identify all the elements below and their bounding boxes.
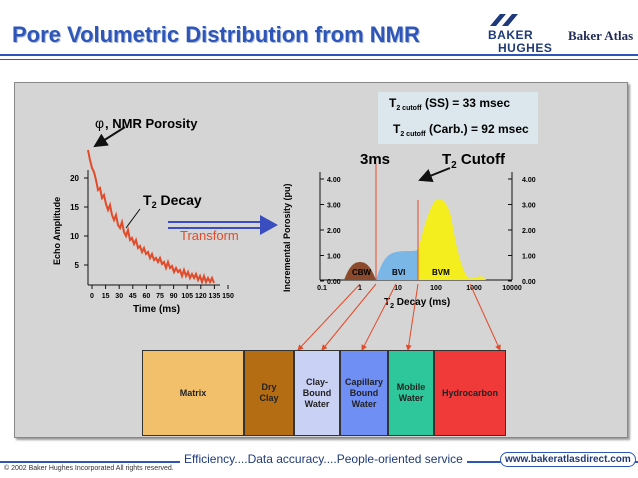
3ms-label: 3ms [360,151,390,168]
decay-xtick-label: 45 [129,293,137,300]
decay-xtick-label: 30 [115,293,123,300]
bvi-region [376,250,418,280]
cbw-region [344,262,376,280]
t2-cutoff-label: T2 Cutoff [442,151,506,171]
dist-ytick-right-label: 0.00 [522,279,536,286]
clay-bound-water-box: Clay-Bound Water [294,350,340,436]
decay-ytick-label: 5 [75,261,80,270]
page-title: Pore Volumetric Distribution from NMR [12,22,420,47]
logo-baker-hughes-line1: BAKER [488,28,534,42]
clay-bound-water-label: Clay-Bound Water [302,376,332,409]
decay-xtick-label: 105 [181,293,193,300]
dist-ytick-right-label: 2.00 [522,228,536,235]
mapping-arrows [297,283,501,351]
dist-ytick-right-label: 1.00 [522,254,536,261]
decay-ytick-label: 15 [70,203,79,212]
decay-xtick-label: 0 [90,293,94,300]
decay-xtick-label: 120 [195,293,207,300]
cutoff-info-box [378,92,538,144]
dry-clay-box: Dry Clay [244,350,294,436]
decay-xtick-label: 15 [102,293,110,300]
time-axis-label: Time (ms) [133,304,180,315]
echo-decay-curve [87,149,215,286]
decay-xtick-label: 150 [222,293,234,300]
matrix-label: Matrix [179,387,207,398]
mobile-water-label: Mobile Water [396,382,426,403]
dist-xtick-label: 10 [394,285,402,292]
incremental-porosity-axis-label: Incremental Porosity (pu) [282,183,292,292]
cutoff-ss-text: T2 cutoff (SS) = 33 msec [389,96,510,112]
bvm-region [418,199,486,280]
bvi-label: BVI [392,268,405,277]
website-link[interactable]: www.bakeratlasdirect.com [500,452,636,467]
logo-baker-atlas: Baker Atlas [568,28,634,43]
dist-xtick-label: 0.1 [317,285,327,292]
dist-ytick-left-label: 4.00 [327,177,341,184]
hydrocarbon-box: Hydrocarbon [434,350,506,436]
dist-xtick-label: 10000 [502,285,522,292]
dist-xtick-label: 1000 [466,285,482,292]
footer-tagline: Efficiency....Data accuracy....People-or… [180,452,467,466]
nmr-porosity-label: , NMR Porosity [105,116,198,131]
copyright-text: © 2002 Baker Hughes Incorporated All rig… [4,465,174,472]
dist-ytick-left-label: 2.00 [327,228,341,235]
logo-baker-hughes-line2: HUGHES [498,41,553,55]
decay-xtick-label: 60 [143,293,151,300]
dist-ytick-left-label: 3.00 [327,203,341,210]
hydrocarbon-label: Hydrocarbon [441,387,498,398]
decay-xtick-label: 135 [209,293,221,300]
dist-xtick-label: 1 [358,285,362,292]
decay-xtick-label: 90 [170,293,178,300]
t2-distribution-plot: 4.00 3.00 2.00 1.00 0.00 4.00 3.00 2.00 1.00 0.0… [282,151,536,310]
echo-amplitude-axis-label: Echo Amplitude [52,197,62,265]
decay-ytick-label: 20 [70,174,79,183]
dist-ytick-right-label: 3.00 [522,203,536,210]
cbw-label: CBW [352,268,372,277]
capillary-bound-water-box: Capillary Bound Water [340,350,388,436]
capillary-bound-water-label: Capillary Bound Water [344,376,384,409]
bvm-label: BVM [432,268,450,277]
cutoff-carb-text: T2 cutoff (Carb.) = 92 msec [393,122,529,138]
header-rule [0,54,638,56]
dist-ytick-left-label: 0.00 [327,279,341,286]
dist-xtick-label: 100 [430,285,442,292]
dry-clay-label: Dry Clay [259,382,279,403]
t2-decay-label: T2 Decay [143,192,202,210]
header-rule-thin [0,59,638,60]
t2-decay-axis-label: T2 Decay (ms) [384,297,450,310]
matrix-box: Matrix [142,350,244,436]
baker-hughes-logo-icon [490,14,518,26]
mobile-water-box: Mobile Water [388,350,434,436]
transform-label: Transform [180,228,239,243]
decay-xtick-label: 75 [156,293,164,300]
dist-ytick-right-label: 4.00 [522,177,536,184]
phi-symbol: φ [95,115,104,131]
transform-arrow: Transform [168,215,278,243]
decay-ytick-label: 10 [70,232,79,241]
dist-ytick-left-label: 1.00 [327,254,341,261]
